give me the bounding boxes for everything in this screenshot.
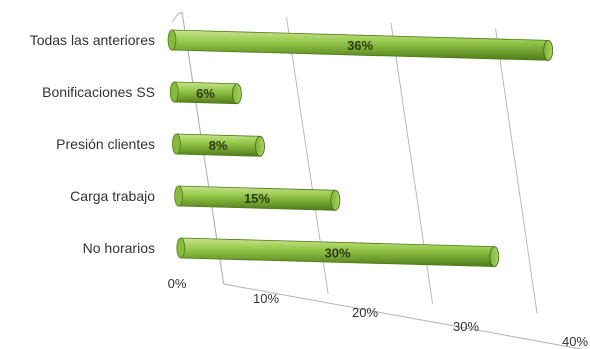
bar-start-cap <box>171 133 181 155</box>
floor-edge-line <box>223 283 584 349</box>
gridline <box>495 28 538 314</box>
bar-start-cap <box>174 185 184 207</box>
bar <box>169 81 242 105</box>
bar-start-cap <box>169 81 179 103</box>
category-label: No horarios <box>83 240 155 256</box>
data-label: 15% <box>244 191 270 206</box>
x-tick-label: 0% <box>168 276 187 291</box>
bar <box>176 237 500 268</box>
bar-end-cap <box>543 39 554 61</box>
x-tick-label: 30% <box>453 319 479 334</box>
bar <box>167 29 554 61</box>
x-tick-label: 10% <box>253 291 279 306</box>
bar-end-cap <box>489 246 500 268</box>
data-label: 36% <box>347 38 373 53</box>
bar-end-cap <box>330 189 341 211</box>
plot-frame <box>171 11 584 349</box>
category-label: Todas las anteriores <box>30 32 155 48</box>
category-label: Bonificaciones SS <box>42 84 155 100</box>
data-label: 6% <box>196 86 215 101</box>
category-labels: Todas las anteriores Bonificaciones SS Pre… <box>30 32 156 256</box>
bar-start-cap <box>176 237 186 259</box>
bar-end-cap <box>231 83 242 105</box>
x-tick-labels: 0% 10% 20% 30% 40% <box>168 276 589 349</box>
bar-end-cap <box>255 135 265 157</box>
category-label: Presión clientes <box>56 136 155 152</box>
x-tick-label: 40% <box>562 334 588 349</box>
data-label: 30% <box>325 245 351 260</box>
frame-top-corner <box>171 11 183 23</box>
bars: 36% 6% 8% 15% 30% <box>167 29 554 268</box>
x-tick-label: 20% <box>352 305 378 320</box>
bar <box>171 133 265 157</box>
category-label: Carga trabajo <box>70 188 155 204</box>
data-label: 8% <box>209 138 228 153</box>
bar <box>174 185 341 211</box>
bar-start-cap <box>167 29 177 51</box>
